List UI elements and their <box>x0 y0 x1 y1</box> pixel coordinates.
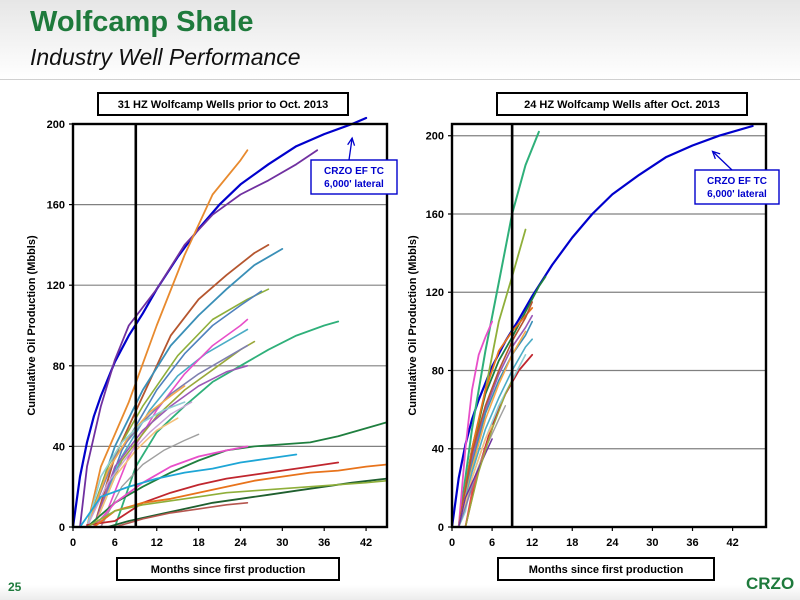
chart2-annotation-text: 6,000' lateral <box>707 189 767 200</box>
chart2-annotation-arrow <box>712 150 733 171</box>
chart1-xlabel-box <box>116 557 340 581</box>
chart1-annotation-arrowhead <box>347 136 356 146</box>
chart2-series-line-15 <box>457 424 493 528</box>
chart1-series-line-7 <box>93 290 263 528</box>
chart1-series-line-25 <box>86 479 388 528</box>
chart1-y-tick-label: 40 <box>53 441 65 453</box>
chart1-series-line-5 <box>86 248 284 528</box>
chart1-series-line-14 <box>86 385 186 528</box>
chart1-x-tick-label: 0 <box>70 537 76 549</box>
chart1-annotation-text: CRZO EF TC <box>324 166 384 177</box>
chart2-annotation-arrowhead <box>711 150 721 160</box>
chart1-series-line-18 <box>86 401 193 528</box>
chart2-series-line-10 <box>457 301 533 528</box>
chart2-annotation-box <box>694 169 780 205</box>
chart1-series-line-3 <box>86 149 249 528</box>
chart1-annotation-text: 6,000' lateral <box>324 179 384 190</box>
chart1-series-line-10 <box>100 318 249 528</box>
chart2-x-tick-label: 24 <box>606 537 619 549</box>
chart1-series-line-12 <box>86 344 249 528</box>
chart2-title-box <box>496 92 748 116</box>
chart1-title: 31 HZ Wolfcamp Wells prior to Oct. 2013 <box>118 99 328 111</box>
chart1-y-tick-label: 200 <box>47 119 65 131</box>
chart2-series-line-5 <box>457 320 493 528</box>
page-number: 25 <box>8 580 22 594</box>
chart1-plot-frame <box>71 122 389 529</box>
chart2-y-tick-label: 160 <box>426 209 444 221</box>
chart2-y-tick-label: 40 <box>432 444 444 456</box>
chart1-series-line-8 <box>114 320 340 528</box>
chart1-series-line-2 <box>79 149 319 528</box>
chart2-annotation-text: CRZO EF TC <box>707 176 767 187</box>
chart1-xlabel: Months since first production <box>151 564 306 576</box>
chart2-y-tick-label: 120 <box>426 287 444 299</box>
chart2-x-tick-label: 18 <box>566 537 578 549</box>
chart1-x-tick-label: 12 <box>151 537 163 549</box>
chart2-series-line-8 <box>457 320 533 528</box>
chart1-series-line-17 <box>100 433 200 528</box>
chart1-y-tick-label: 160 <box>47 200 65 212</box>
chart2-y-tick-label: 80 <box>432 365 444 377</box>
chart1-series-line-13 <box>93 365 249 528</box>
chart1-y-tick-label: 80 <box>53 361 65 373</box>
footer-band <box>0 585 800 600</box>
chart1-x-tick-label: 42 <box>360 537 372 549</box>
chart1-series-line-22 <box>86 461 340 526</box>
chart1-annotation-arrow <box>348 138 353 161</box>
chart2-ylabel: Cumulative Oil Production (Mbbls) <box>407 235 419 416</box>
chart1-x-tick-label: 18 <box>192 537 204 549</box>
chart1-series-line-16 <box>86 401 186 528</box>
chart1-series-line-21 <box>79 453 298 528</box>
header-band <box>0 0 800 80</box>
chart1-ylabel: Cumulative Oil Production (Mbbls) <box>26 235 38 416</box>
slide-title: Wolfcamp Shale <box>30 6 254 38</box>
chart1: 0 40 80 120 160 200 0 6 12 18 24 30 36 42 31 HZ Wolfca… <box>26 92 398 581</box>
chart1-x-tick-label: 30 <box>276 537 288 549</box>
chart2-xlabel: Months since first production <box>529 564 684 576</box>
chart1-series-line-20 <box>93 445 249 528</box>
company-logo: CRZO <box>746 574 795 593</box>
chart1-y-tick-label: 120 <box>47 280 65 292</box>
chart2-x-tick-label: 42 <box>726 537 738 549</box>
chart1-series-line-23 <box>93 463 388 528</box>
chart2-x-tick-label: 36 <box>686 537 698 549</box>
chart2-series-line-12 <box>457 338 533 528</box>
chart1-series-line-26 <box>114 502 249 528</box>
chart2-series-line-19 <box>464 379 513 528</box>
chart2-x-tick-label: 6 <box>489 537 495 549</box>
chart2-y-tick-label: 0 <box>438 522 444 534</box>
slide-subtitle: Industry Well Performance <box>30 44 301 70</box>
chart1-title-box <box>97 92 349 116</box>
chart2-title: 24 HZ Wolfcamp Wells after Oct. 2013 <box>524 99 720 111</box>
chart2-series-line-2 <box>457 130 540 528</box>
chart2-xlabel-box <box>497 557 715 581</box>
chart2: 0 40 80 120 160 200 0 6 12 18 24 30 36 42 24 HZ Wolfca… <box>407 92 780 581</box>
chart2-series-line-7 <box>457 314 533 528</box>
chart1-x-tick-label: 6 <box>112 537 118 549</box>
chart1-x-tick-label: 24 <box>234 537 247 549</box>
chart2-y-tick-label: 200 <box>426 131 444 143</box>
chart1-annotation-box <box>310 159 398 195</box>
chart2-series-line-18 <box>458 438 493 528</box>
chart1-x-tick-label: 36 <box>318 537 330 549</box>
chart2-plot-frame <box>450 122 768 529</box>
chart1-y-tick-label: 0 <box>59 522 65 534</box>
chart2-x-tick-label: 12 <box>526 537 538 549</box>
chart2-x-tick-label: 30 <box>646 537 658 549</box>
chart2-x-tick-label: 0 <box>449 537 455 549</box>
